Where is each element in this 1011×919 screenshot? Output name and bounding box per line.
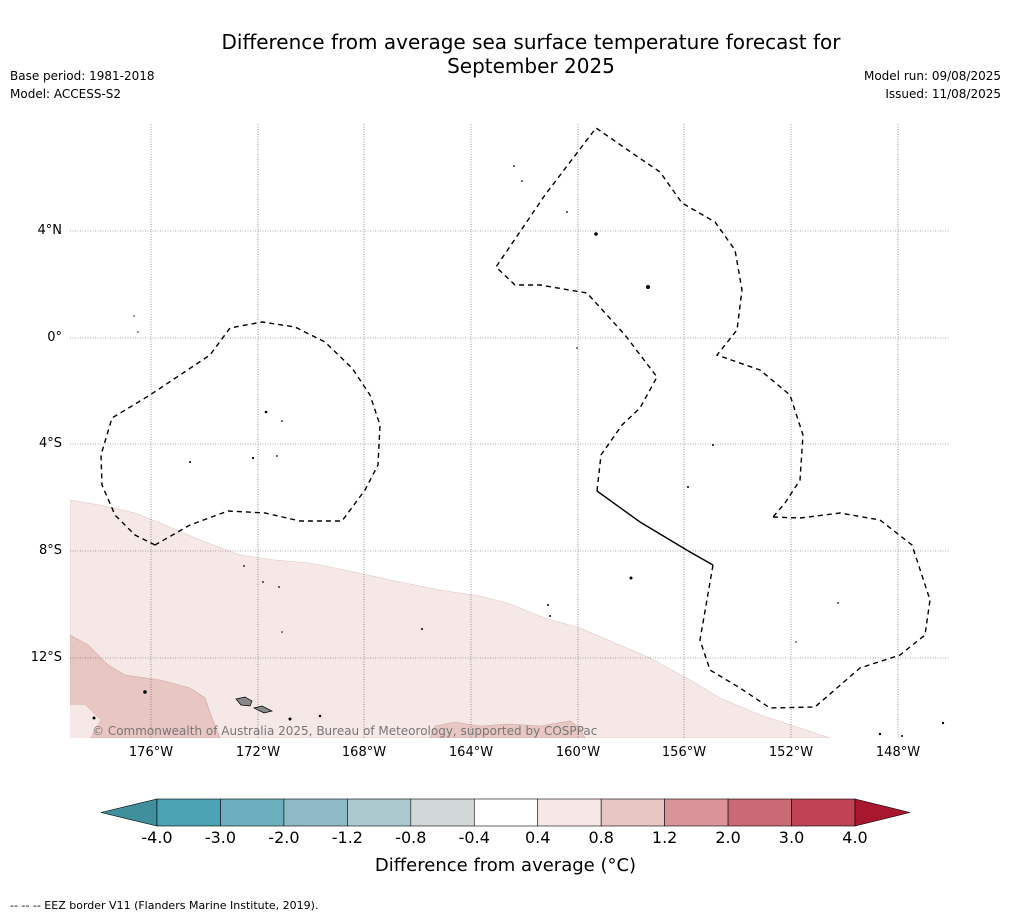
colorbar-swatch: [347, 798, 412, 827]
eez-borders: [100, 127, 931, 709]
graticule: [70, 124, 950, 738]
eez-footnote: -- -- -- EEZ border V11 (Flanders Marine…: [10, 899, 319, 912]
colorbar-extend-high: [854, 798, 911, 827]
colorbar-swatch: [473, 798, 539, 827]
copyright-notice: © Commonwealth of Australia 2025, Bureau…: [92, 724, 598, 738]
model-name: Model: ACCESS-S2: [10, 87, 122, 101]
base-period: Base period: 1981-2018: [10, 69, 155, 83]
colorbar-swatch: [727, 798, 792, 827]
lat-label: 0°: [47, 330, 62, 345]
colorbar-tick-label: -0.4: [458, 828, 490, 847]
lon-label: 164°W: [448, 745, 494, 760]
colorbar-tick-label: 3.0: [778, 828, 805, 847]
title-line-2: September 2025: [447, 54, 615, 78]
colorbar-swatch: [600, 798, 665, 827]
lon-label: 172°W: [235, 745, 281, 760]
eez-border-line-islands: [495, 127, 804, 518]
colorbar-swatch: [220, 798, 285, 827]
colorbar-swatch: [664, 798, 729, 827]
lat-label: 4°N: [37, 223, 63, 238]
colorbar-tick-label: -0.8: [395, 828, 427, 847]
colorbar-tick-label: 1.2: [651, 828, 678, 847]
islands: [92, 165, 945, 737]
lon-label: 152°W: [768, 745, 814, 760]
colorbar-tick-label: -1.2: [331, 828, 363, 847]
colorbar-swatch: [537, 798, 602, 827]
issued-date: Issued: 11/08/2025: [885, 87, 1001, 101]
eez-border-segment-solid: [596, 490, 714, 566]
meta-left: Base period: 1981-2018 Model: ACCESS-S2: [10, 67, 155, 103]
colorbar-swatch: [156, 798, 221, 827]
title-line-1: Difference from average sea surface temp…: [221, 30, 841, 54]
lat-label: 12°S: [30, 650, 62, 665]
lon-label: 160°W: [555, 745, 601, 760]
anomaly-region-0.4-0.8-b: [70, 705, 100, 738]
colorbar-tick-label: -4.0: [141, 828, 173, 847]
lat-label: 8°S: [38, 543, 62, 558]
colorbar-tick-label: 0.8: [588, 828, 614, 847]
colorbar-swatch: [791, 798, 856, 827]
colorbar-tick-label: 4.0: [842, 828, 868, 847]
anomaly-region-0.8-1.2: [70, 634, 221, 738]
anomaly-region-0.8-1.2-b: [429, 720, 586, 738]
colorbar-swatch: [410, 798, 475, 827]
colorbar-swatch: [283, 798, 348, 827]
model-run-date: Model run: 09/08/2025: [863, 69, 1001, 83]
colorbar-extend-low: [100, 798, 158, 827]
lon-label: 156°W: [661, 745, 707, 760]
island-samoa-upolu: [235, 696, 253, 707]
colorbar-tick-label: -3.0: [204, 828, 237, 847]
anomaly-region-0.4-0.8: [70, 499, 831, 738]
page-title: Difference from average sea surface temp…: [0, 30, 1011, 78]
colorbar-tick-label: 0.4: [524, 828, 551, 847]
colorbar-label: Difference from average (°C): [374, 855, 637, 876]
lon-label: 176°W: [128, 745, 174, 760]
lon-label: 148°W: [875, 745, 921, 760]
eez-border-french-polynesia: [699, 512, 931, 709]
lon-label: 168°W: [341, 745, 387, 760]
island-samoa-savaii: [252, 705, 274, 714]
colorbar-tick-label: -2.0: [268, 828, 300, 847]
lat-label: 4°S: [38, 436, 62, 451]
colorbar: [100, 798, 911, 827]
colorbar-tick-label: 2.0: [715, 828, 741, 847]
meta-right: Model run: 09/08/2025 Issued: 11/08/2025: [864, 67, 1001, 103]
eez-border-tokelau: [100, 321, 381, 546]
